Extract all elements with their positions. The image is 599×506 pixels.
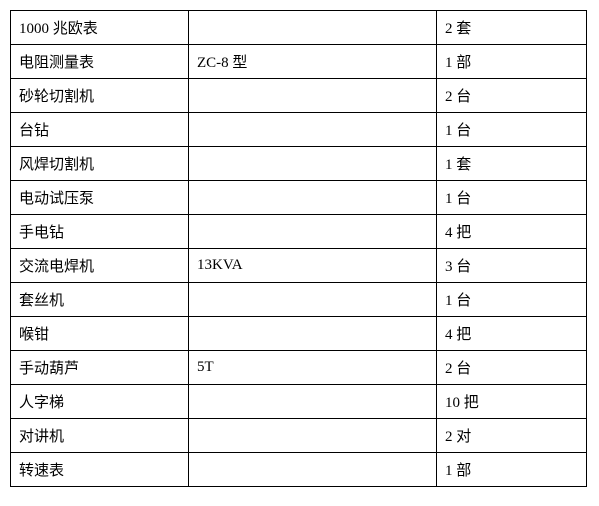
cell-spec [189,453,437,487]
cell-spec [189,317,437,351]
table-row: 交流电焊机 13KVA 3 台 [11,249,587,283]
table-row: 对讲机 2 对 [11,419,587,453]
cell-qty: 2 台 [437,79,587,113]
table-row: 手动葫芦 5T 2 台 [11,351,587,385]
cell-spec [189,419,437,453]
table-row: 转速表 1 部 [11,453,587,487]
cell-qty: 1 台 [437,181,587,215]
cell-qty: 10 把 [437,385,587,419]
cell-name: 套丝机 [11,283,189,317]
table-row: 砂轮切割机 2 台 [11,79,587,113]
cell-name: 风焊切割机 [11,147,189,181]
cell-name: 交流电焊机 [11,249,189,283]
cell-spec [189,215,437,249]
table-row: 手电钻 4 把 [11,215,587,249]
cell-qty: 1 台 [437,283,587,317]
cell-name: 手动葫芦 [11,351,189,385]
cell-qty: 1 部 [437,453,587,487]
cell-spec: 13KVA [189,249,437,283]
cell-name: 1000 兆欧表 [11,11,189,45]
table-row: 套丝机 1 台 [11,283,587,317]
table-row: 电动试压泵 1 台 [11,181,587,215]
cell-spec [189,11,437,45]
cell-spec [189,79,437,113]
equipment-table: 1000 兆欧表 2 套 电阻测量表 ZC-8 型 1 部 砂轮切割机 2 台 … [10,10,587,487]
cell-spec: ZC-8 型 [189,45,437,79]
table-row: 台钻 1 台 [11,113,587,147]
cell-name: 电阻测量表 [11,45,189,79]
cell-spec [189,147,437,181]
cell-qty: 4 把 [437,317,587,351]
cell-spec [189,385,437,419]
table-body: 1000 兆欧表 2 套 电阻测量表 ZC-8 型 1 部 砂轮切割机 2 台 … [11,11,587,487]
table-row: 喉钳 4 把 [11,317,587,351]
table-row: 人字梯 10 把 [11,385,587,419]
cell-name: 人字梯 [11,385,189,419]
cell-spec [189,283,437,317]
cell-spec [189,113,437,147]
cell-spec: 5T [189,351,437,385]
cell-name: 电动试压泵 [11,181,189,215]
cell-spec [189,181,437,215]
cell-name: 砂轮切割机 [11,79,189,113]
cell-qty: 1 部 [437,45,587,79]
cell-name: 喉钳 [11,317,189,351]
cell-qty: 2 台 [437,351,587,385]
cell-qty: 4 把 [437,215,587,249]
cell-name: 台钻 [11,113,189,147]
cell-qty: 3 台 [437,249,587,283]
cell-name: 转速表 [11,453,189,487]
cell-qty: 2 套 [437,11,587,45]
cell-qty: 1 台 [437,113,587,147]
table-row: 1000 兆欧表 2 套 [11,11,587,45]
cell-name: 手电钻 [11,215,189,249]
table-row: 风焊切割机 1 套 [11,147,587,181]
cell-qty: 2 对 [437,419,587,453]
cell-qty: 1 套 [437,147,587,181]
table-row: 电阻测量表 ZC-8 型 1 部 [11,45,587,79]
cell-name: 对讲机 [11,419,189,453]
